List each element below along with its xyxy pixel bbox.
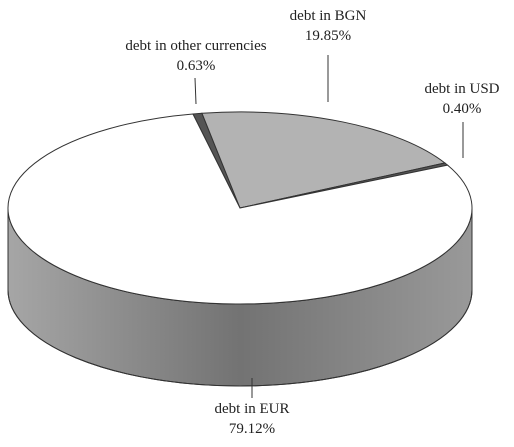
value-label: 0.40%: [443, 101, 482, 117]
slice-label: debt in EUR: [215, 401, 290, 417]
slice-label: debt in USD: [425, 81, 500, 97]
slice-label: debt in BGN: [290, 8, 367, 24]
value-label: 79.12%: [229, 421, 275, 437]
value-label: 0.63%: [177, 58, 216, 74]
pie-slice: [7, 113, 473, 305]
pie-slice: [201, 111, 447, 209]
value-label: 19.85%: [305, 28, 351, 44]
slice-label: debt in other currencies: [125, 38, 266, 54]
leader-line: [194, 77, 197, 105]
